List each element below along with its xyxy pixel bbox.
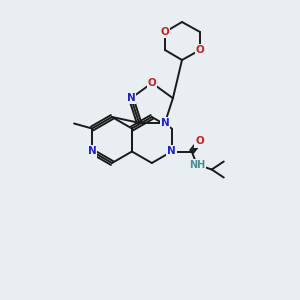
Text: O: O <box>148 78 156 88</box>
Text: N: N <box>167 146 176 157</box>
Text: N: N <box>88 146 97 157</box>
Text: N: N <box>167 146 176 157</box>
Text: O: O <box>160 27 169 37</box>
Text: N: N <box>160 118 169 128</box>
Text: O: O <box>196 45 204 55</box>
Text: N: N <box>127 93 136 103</box>
Text: NH: NH <box>189 160 205 170</box>
Text: O: O <box>195 136 204 146</box>
